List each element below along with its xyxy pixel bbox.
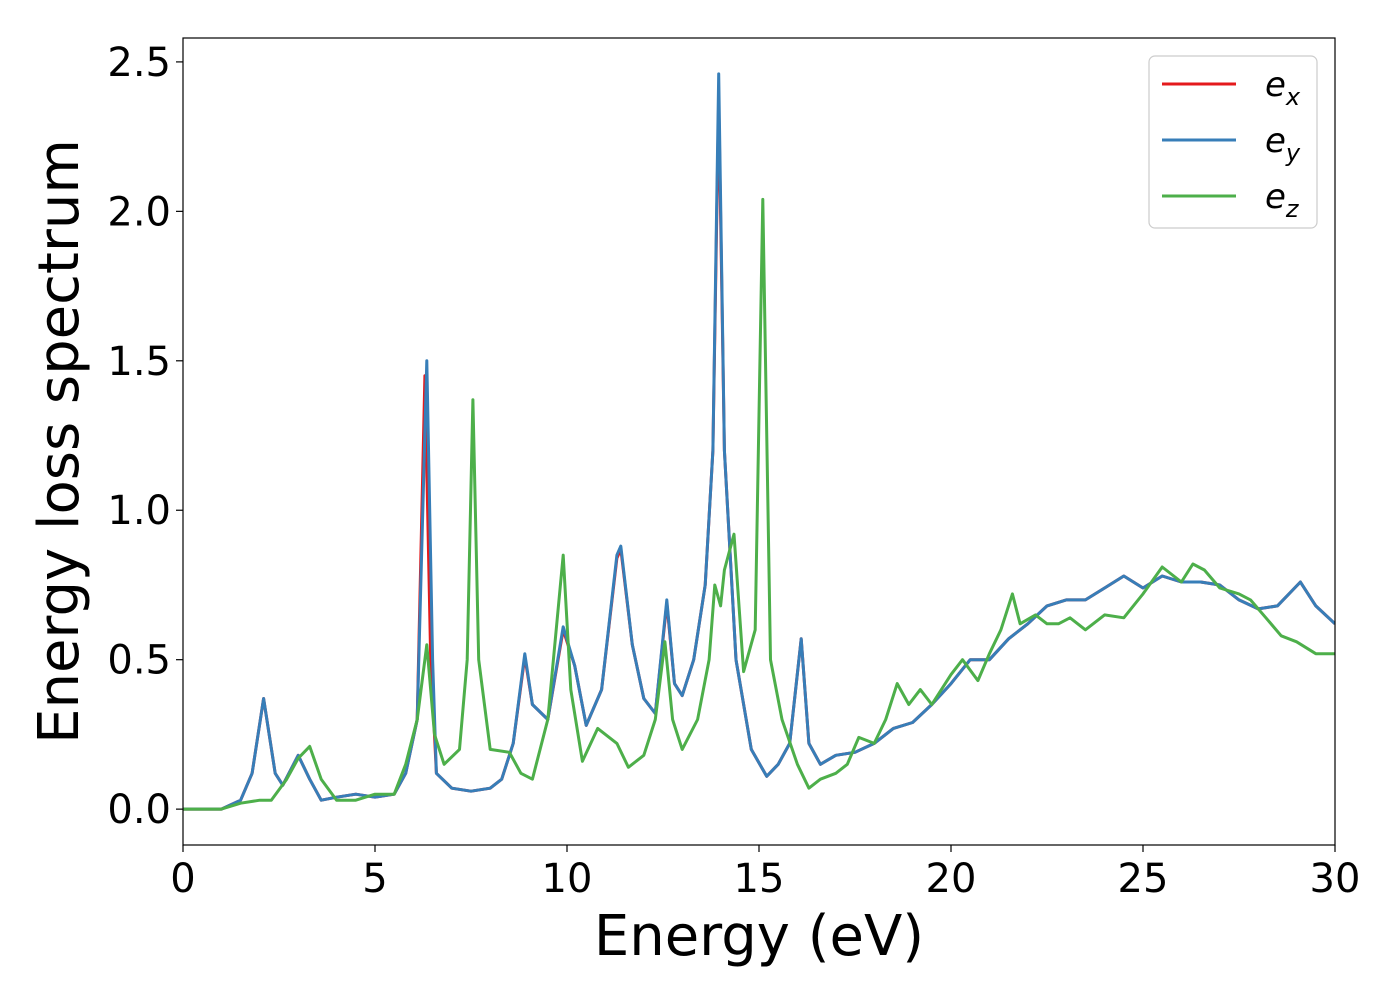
x-tick-label: 15 [734, 856, 785, 902]
x-tick-label: 30 [1310, 856, 1361, 902]
y-tick-label: 2.5 [107, 40, 171, 86]
x-axis: 0 5 10 15 20 25 30 [170, 845, 1360, 902]
y-tick-label: 0.0 [107, 787, 171, 833]
legend-subscript: y [1285, 139, 1301, 167]
y-tick-label: 2.0 [107, 189, 171, 235]
legend-base: e [1265, 177, 1286, 217]
legend-subscript: x [1285, 83, 1301, 111]
legend-base: e [1265, 65, 1286, 105]
series-line-z [183, 197, 1335, 811]
legend-entry-x: ex [1265, 65, 1301, 111]
legend-entry-y: ey [1265, 121, 1301, 167]
y-tick-label: 1.5 [107, 339, 171, 385]
x-tick-label: 0 [170, 856, 195, 902]
x-tick-label: 5 [362, 856, 387, 902]
plot-frame [182, 37, 1336, 846]
legend-entry-z: ez [1265, 177, 1300, 223]
y-tick-label: 0.5 [107, 638, 171, 684]
legend-base: e [1265, 121, 1286, 161]
legend-subscript: z [1285, 195, 1300, 223]
y-axis: 0.0 0.5 1.0 1.5 2.0 2.5 [107, 40, 183, 833]
x-tick-label: 10 [542, 856, 593, 902]
x-tick-label: 20 [926, 856, 977, 902]
x-tick-label: 25 [1118, 856, 1169, 902]
plot-area [183, 72, 1335, 811]
x-axis-label: Energy (eV) [594, 904, 924, 969]
y-tick-label: 1.0 [107, 488, 171, 534]
legend-box [1148, 55, 1318, 229]
y-axis-label: Energy loss spectrum [27, 139, 92, 744]
